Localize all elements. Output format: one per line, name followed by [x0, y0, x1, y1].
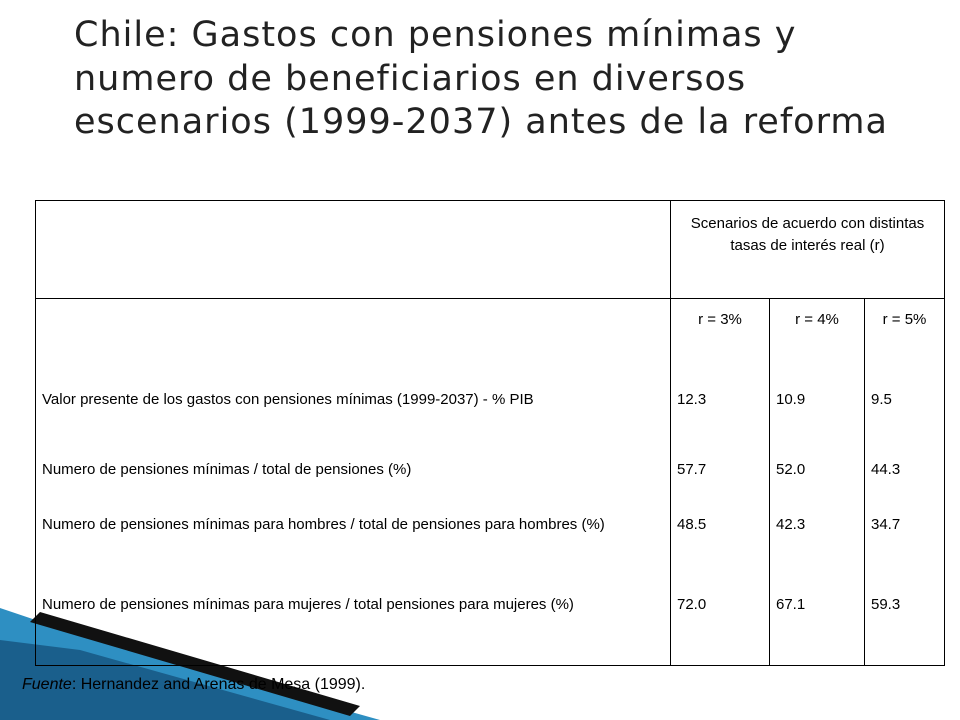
cell: 72.0	[670, 589, 770, 666]
row-label: Valor presente de los gastos con pension…	[42, 391, 534, 408]
column-header: r = 5%	[864, 298, 945, 384]
table-row: Valor presente de los gastos con pension…	[36, 384, 945, 454]
group-header: Scenarios de acuerdo con distintas tasas…	[670, 200, 945, 299]
dark-wave	[0, 640, 330, 720]
cell: 44.3	[864, 454, 945, 509]
table-row: Numero de pensiones mínimas / total de p…	[36, 454, 945, 509]
source-text: : Hernandez and Arenas de Mesa (1999).	[71, 676, 366, 693]
table-row: Numero de pensiones mínimas para hombres…	[36, 509, 945, 589]
column-header: r = 3%	[670, 298, 770, 384]
cell: 48.5	[670, 509, 770, 589]
slide-title: Chile: Gastos con pensiones mínimas y nu…	[74, 15, 888, 142]
row-label: Numero de pensiones mínimas para hombres…	[42, 516, 605, 533]
row-label: Numero de pensiones mínimas para mujeres…	[42, 596, 574, 613]
cell: 10.9	[769, 384, 865, 454]
cell: 42.3	[769, 509, 865, 589]
empty-cell	[35, 298, 671, 384]
cell: 52.0	[769, 454, 865, 509]
source-label: Fuente	[22, 676, 72, 693]
cell: 12.3	[670, 384, 770, 454]
cell: 34.7	[864, 509, 945, 589]
data-table: Scenarios de acuerdo con distintas tasas…	[35, 200, 945, 666]
cell: 9.5	[864, 384, 945, 454]
cell: 67.1	[769, 589, 865, 666]
header-row: Scenarios de acuerdo con distintas tasas…	[36, 200, 945, 299]
black-stripe	[30, 612, 360, 716]
cell: 59.3	[864, 589, 945, 666]
source-note: Fuente: Hernandez and Arenas de Mesa (19…	[22, 676, 365, 694]
table-row: Numero de pensiones mínimas para mujeres…	[36, 589, 945, 666]
row-label: Numero de pensiones mínimas / total de p…	[42, 461, 412, 478]
cell: 57.7	[670, 454, 770, 509]
empty-cell	[36, 201, 671, 299]
column-row: r = 3% r = 4% r = 5%	[35, 298, 945, 384]
column-header: r = 4%	[769, 298, 865, 384]
